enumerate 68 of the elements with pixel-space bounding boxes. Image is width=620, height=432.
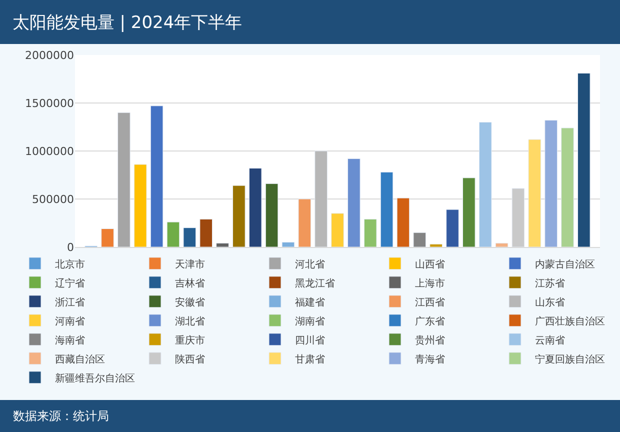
legend-label: 河南省 (55, 315, 85, 328)
bar (544, 120, 558, 247)
bar (462, 178, 476, 247)
legend-label: 吉林省 (175, 277, 205, 290)
bar (183, 228, 196, 247)
legend-label: 西藏自治区 (55, 353, 105, 366)
legend-label: 海南省 (55, 334, 85, 346)
bar (495, 242, 508, 247)
legend-label: 重庆市 (175, 334, 205, 346)
legend-label: 河北省 (295, 258, 325, 270)
legend-label: 天津市 (175, 258, 205, 270)
legend-label: 青海省 (415, 353, 445, 366)
legend-label: 山西省 (415, 258, 445, 270)
legend-label: 云南省 (535, 334, 565, 346)
bar (248, 168, 262, 247)
bar (512, 188, 525, 247)
legend-label: 黑龙江省 (295, 277, 335, 290)
bar (528, 139, 542, 247)
legend-label: 宁夏回族自治区 (535, 353, 605, 366)
bar (200, 218, 212, 247)
chart-title: 太阳能发电量 | 2024年下半年 (12, 12, 242, 33)
bar (396, 198, 410, 247)
legend-label: 湖北省 (175, 315, 205, 328)
legend-label: 甘肃省 (295, 353, 325, 366)
legend-label: 安徽省 (175, 296, 205, 308)
bar (446, 209, 459, 247)
bar (331, 213, 344, 247)
bar (348, 158, 360, 247)
bar (478, 122, 492, 247)
bar (282, 242, 295, 247)
y-tick-label: 1500000 (25, 96, 74, 110)
bar (430, 244, 442, 247)
bar (265, 183, 278, 247)
bar (380, 172, 394, 247)
bar (216, 242, 229, 247)
legend-label: 江苏省 (535, 277, 565, 290)
bar (413, 232, 426, 247)
legend-label: 内蒙古自治区 (535, 258, 595, 270)
bar (232, 185, 246, 247)
bar (364, 218, 377, 247)
legend-label: 辽宁省 (55, 277, 85, 290)
y-tick-label: 0 (67, 240, 74, 254)
legend-label: 四川省 (295, 334, 325, 346)
y-tick-label: 500000 (32, 192, 74, 206)
legend-label: 广东省 (415, 315, 445, 328)
legend-label: 上海市 (415, 277, 445, 290)
y-tick-label: 2000000 (25, 48, 74, 62)
legend-label: 福建省 (295, 296, 325, 308)
legend-label: 新疆维吾尔自治区 (55, 372, 135, 384)
legend-label: 浙江省 (55, 296, 85, 308)
legend-label: 广西壮族自治区 (535, 315, 605, 328)
bar (101, 228, 114, 247)
bar (314, 150, 328, 247)
legend-label: 北京市 (55, 258, 85, 270)
bar (578, 72, 590, 247)
legend-label: 贵州省 (415, 334, 445, 346)
bar (150, 106, 164, 247)
bar (118, 112, 130, 247)
legend-label: 陕西省 (175, 353, 205, 366)
bar (134, 164, 147, 247)
y-tick-label: 1000000 (25, 144, 74, 158)
bar (166, 222, 180, 247)
bar (561, 128, 574, 247)
legend-label: 山东省 (535, 296, 565, 308)
legend-label: 江西省 (415, 296, 445, 308)
source-note: 数据来源：统计局 (13, 409, 109, 423)
bar (298, 198, 312, 247)
legend-label: 湖南省 (295, 315, 325, 328)
